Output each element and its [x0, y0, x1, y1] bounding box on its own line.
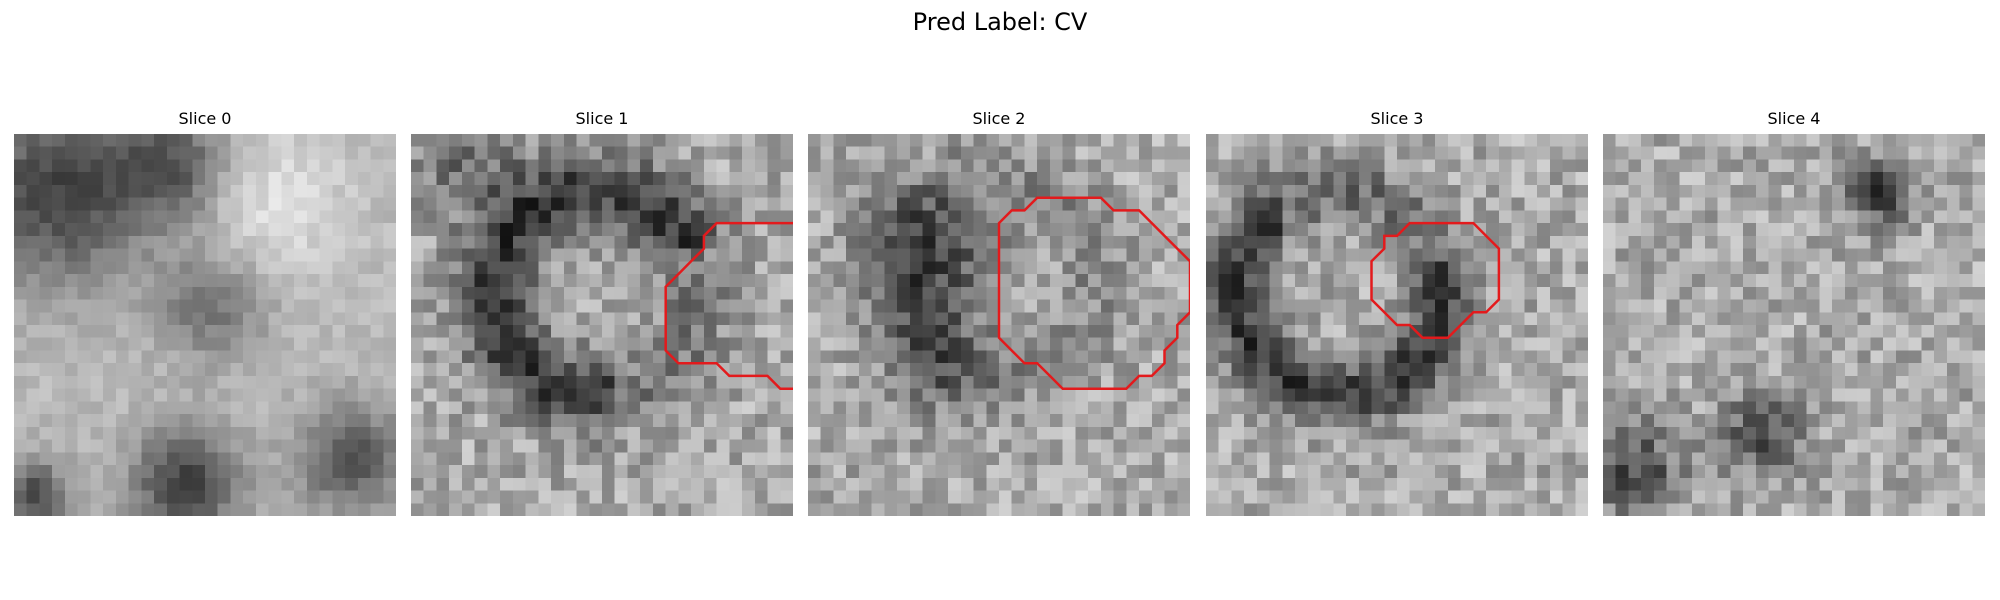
- contour-line: [664, 221, 793, 390]
- slice-canvas: [14, 134, 396, 516]
- contour-overlay: [1603, 134, 1985, 516]
- slice-image: [1603, 134, 1985, 516]
- contour-line: [997, 196, 1190, 390]
- panel-title: Slice 2: [972, 109, 1026, 128]
- panel-slice-1: Slice 1: [411, 109, 793, 516]
- slice-image: [808, 134, 1190, 516]
- panel-title: Slice 3: [1370, 109, 1424, 128]
- slice-image: [14, 134, 396, 516]
- panel-title: Slice 0: [178, 109, 232, 128]
- contour-overlay: [14, 134, 396, 516]
- slice-canvas: [1603, 134, 1985, 516]
- contour-line: [1370, 221, 1501, 339]
- panel-slice-4: Slice 4: [1603, 109, 1985, 516]
- slice-image: [411, 134, 793, 516]
- panel-slice-2: Slice 2: [808, 109, 1190, 516]
- slice-image: [1206, 134, 1588, 516]
- panel-slice-3: Slice 3: [1206, 109, 1588, 516]
- panel-slice-0: Slice 0: [14, 109, 396, 516]
- contour-overlay: [1370, 221, 1501, 339]
- panel-title: Slice 4: [1767, 109, 1821, 128]
- slice-canvas: [411, 134, 793, 516]
- contour-overlay: [997, 196, 1190, 390]
- panel-title: Slice 1: [575, 109, 629, 128]
- contour-overlay: [664, 221, 793, 390]
- figure-title: Pred Label: CV: [912, 8, 1088, 36]
